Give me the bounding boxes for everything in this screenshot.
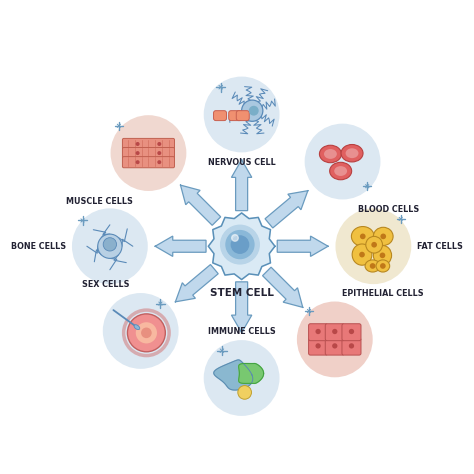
Circle shape	[332, 329, 337, 334]
Circle shape	[297, 301, 373, 377]
Ellipse shape	[376, 260, 390, 272]
Circle shape	[157, 142, 161, 146]
Circle shape	[359, 252, 365, 257]
Circle shape	[336, 209, 411, 284]
Circle shape	[380, 253, 385, 258]
Text: IMMUNE CELLS: IMMUNE CELLS	[208, 328, 275, 337]
Polygon shape	[277, 236, 328, 256]
Ellipse shape	[351, 227, 374, 246]
Circle shape	[136, 160, 140, 164]
Text: SEX CELLS: SEX CELLS	[82, 280, 129, 289]
FancyBboxPatch shape	[122, 147, 174, 159]
Text: FAT CELLS: FAT CELLS	[417, 242, 463, 251]
Ellipse shape	[352, 244, 372, 265]
Circle shape	[72, 209, 148, 284]
Polygon shape	[155, 236, 206, 256]
Ellipse shape	[330, 162, 352, 180]
FancyBboxPatch shape	[122, 156, 174, 168]
Circle shape	[249, 106, 259, 116]
Ellipse shape	[365, 260, 380, 272]
FancyBboxPatch shape	[342, 324, 361, 341]
Circle shape	[380, 263, 386, 269]
Polygon shape	[209, 213, 275, 280]
Ellipse shape	[374, 228, 393, 246]
FancyBboxPatch shape	[228, 110, 242, 120]
Circle shape	[332, 343, 337, 348]
FancyBboxPatch shape	[325, 324, 344, 341]
Circle shape	[242, 100, 263, 121]
Circle shape	[305, 124, 381, 200]
Circle shape	[136, 142, 140, 146]
Text: STEM CELL: STEM CELL	[210, 288, 273, 298]
Text: NERVOUS CELL: NERVOUS CELL	[208, 158, 275, 167]
Text: BONE CELLS: BONE CELLS	[11, 242, 66, 251]
Polygon shape	[175, 264, 218, 302]
Circle shape	[141, 328, 152, 338]
Circle shape	[371, 242, 377, 247]
Circle shape	[136, 151, 140, 155]
Circle shape	[370, 263, 375, 269]
Ellipse shape	[319, 145, 341, 163]
Circle shape	[349, 329, 354, 334]
Circle shape	[157, 160, 161, 164]
Polygon shape	[265, 191, 308, 228]
Circle shape	[103, 293, 179, 369]
Polygon shape	[263, 267, 303, 307]
Circle shape	[316, 343, 321, 348]
Ellipse shape	[134, 325, 140, 329]
Polygon shape	[231, 282, 252, 333]
Circle shape	[204, 340, 280, 416]
Circle shape	[316, 329, 321, 334]
FancyBboxPatch shape	[213, 110, 227, 120]
Circle shape	[136, 322, 157, 344]
Circle shape	[360, 234, 365, 239]
Circle shape	[349, 343, 354, 348]
Ellipse shape	[324, 149, 337, 159]
Circle shape	[232, 235, 238, 241]
Ellipse shape	[341, 145, 363, 162]
Circle shape	[98, 234, 122, 258]
Circle shape	[221, 225, 259, 264]
Circle shape	[231, 236, 249, 253]
FancyBboxPatch shape	[325, 338, 344, 355]
Circle shape	[204, 77, 280, 153]
Polygon shape	[231, 160, 252, 210]
Circle shape	[103, 237, 117, 251]
Ellipse shape	[346, 148, 358, 158]
Polygon shape	[181, 185, 221, 225]
Circle shape	[110, 115, 186, 191]
FancyBboxPatch shape	[122, 138, 174, 150]
Circle shape	[381, 234, 386, 239]
Polygon shape	[214, 360, 253, 390]
Circle shape	[128, 314, 165, 352]
Circle shape	[238, 385, 252, 399]
Ellipse shape	[334, 166, 347, 176]
FancyBboxPatch shape	[309, 324, 328, 341]
Circle shape	[157, 151, 161, 155]
Polygon shape	[239, 364, 264, 383]
Circle shape	[226, 231, 254, 258]
FancyBboxPatch shape	[309, 338, 328, 355]
Ellipse shape	[366, 237, 383, 253]
FancyBboxPatch shape	[236, 110, 249, 120]
Text: BLOOD CELLS: BLOOD CELLS	[358, 205, 419, 214]
Text: EPITHELIAL CELLS: EPITHELIAL CELLS	[342, 289, 424, 298]
Text: MUSCLE CELLS: MUSCLE CELLS	[66, 197, 133, 206]
Ellipse shape	[374, 246, 392, 265]
FancyBboxPatch shape	[342, 338, 361, 355]
